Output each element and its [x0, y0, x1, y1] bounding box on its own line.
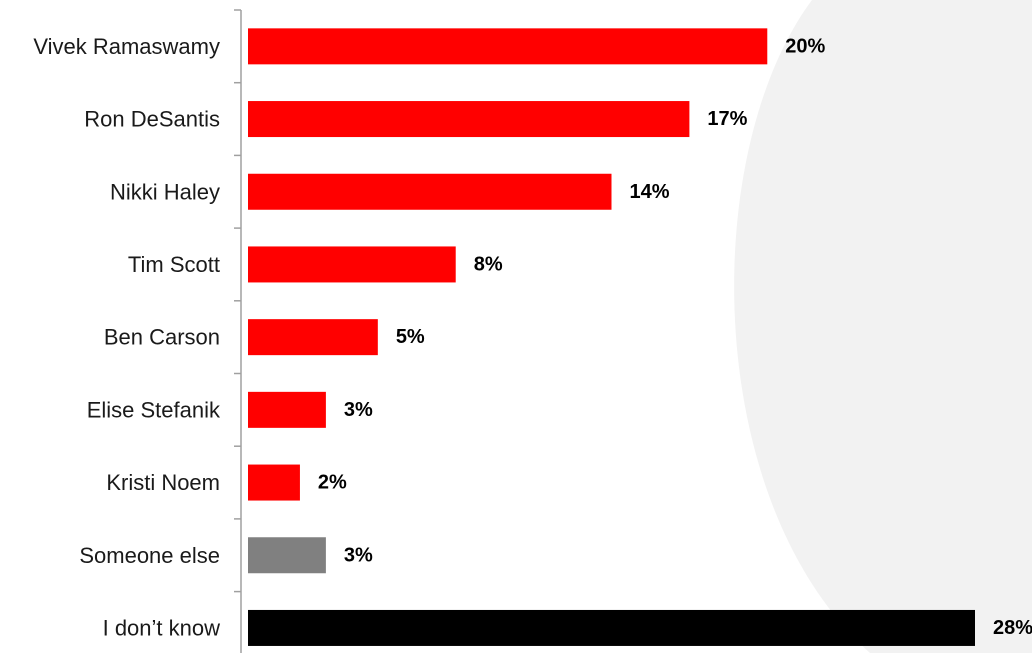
- category-label: Ron DeSantis: [84, 107, 220, 132]
- value-label: 5%: [396, 326, 425, 348]
- value-label: 28%: [993, 617, 1032, 639]
- bar: [248, 391, 326, 428]
- background-arc-shape: [734, 0, 1032, 653]
- y-axis: [234, 9, 242, 653]
- bars: [248, 28, 975, 646]
- bar: [248, 609, 975, 646]
- bar: [248, 28, 768, 65]
- category-label: Elise Stefanik: [87, 397, 221, 422]
- value-label: 2%: [318, 472, 347, 494]
- bar: [248, 464, 300, 501]
- bar: [248, 173, 612, 210]
- category-label: Kristi Noem: [106, 470, 220, 495]
- value-label: 20%: [785, 35, 825, 57]
- value-label: 14%: [630, 181, 670, 203]
- category-label: Nikki Haley: [110, 179, 220, 204]
- value-label: 3%: [344, 544, 373, 566]
- bar: [248, 246, 456, 283]
- bar: [248, 101, 690, 138]
- bar: [248, 319, 378, 356]
- value-label: 3%: [344, 399, 373, 421]
- category-labels: Vivek Ramaswamy Ron DeSantis Nikki Haley Ti…: [33, 34, 221, 641]
- category-label: Someone else: [79, 543, 220, 568]
- category-label: I don’t know: [103, 615, 221, 640]
- value-label: 17%: [707, 108, 747, 130]
- bar: [248, 537, 326, 574]
- value-label: 8%: [474, 253, 503, 275]
- category-label: Tim Scott: [128, 252, 220, 277]
- category-label: Ben Carson: [104, 325, 220, 350]
- category-label: Vivek Ramaswamy: [33, 34, 220, 59]
- value-labels: 20% 17% 14% 8% 5% 3% 2% 3% 28%: [318, 35, 1032, 639]
